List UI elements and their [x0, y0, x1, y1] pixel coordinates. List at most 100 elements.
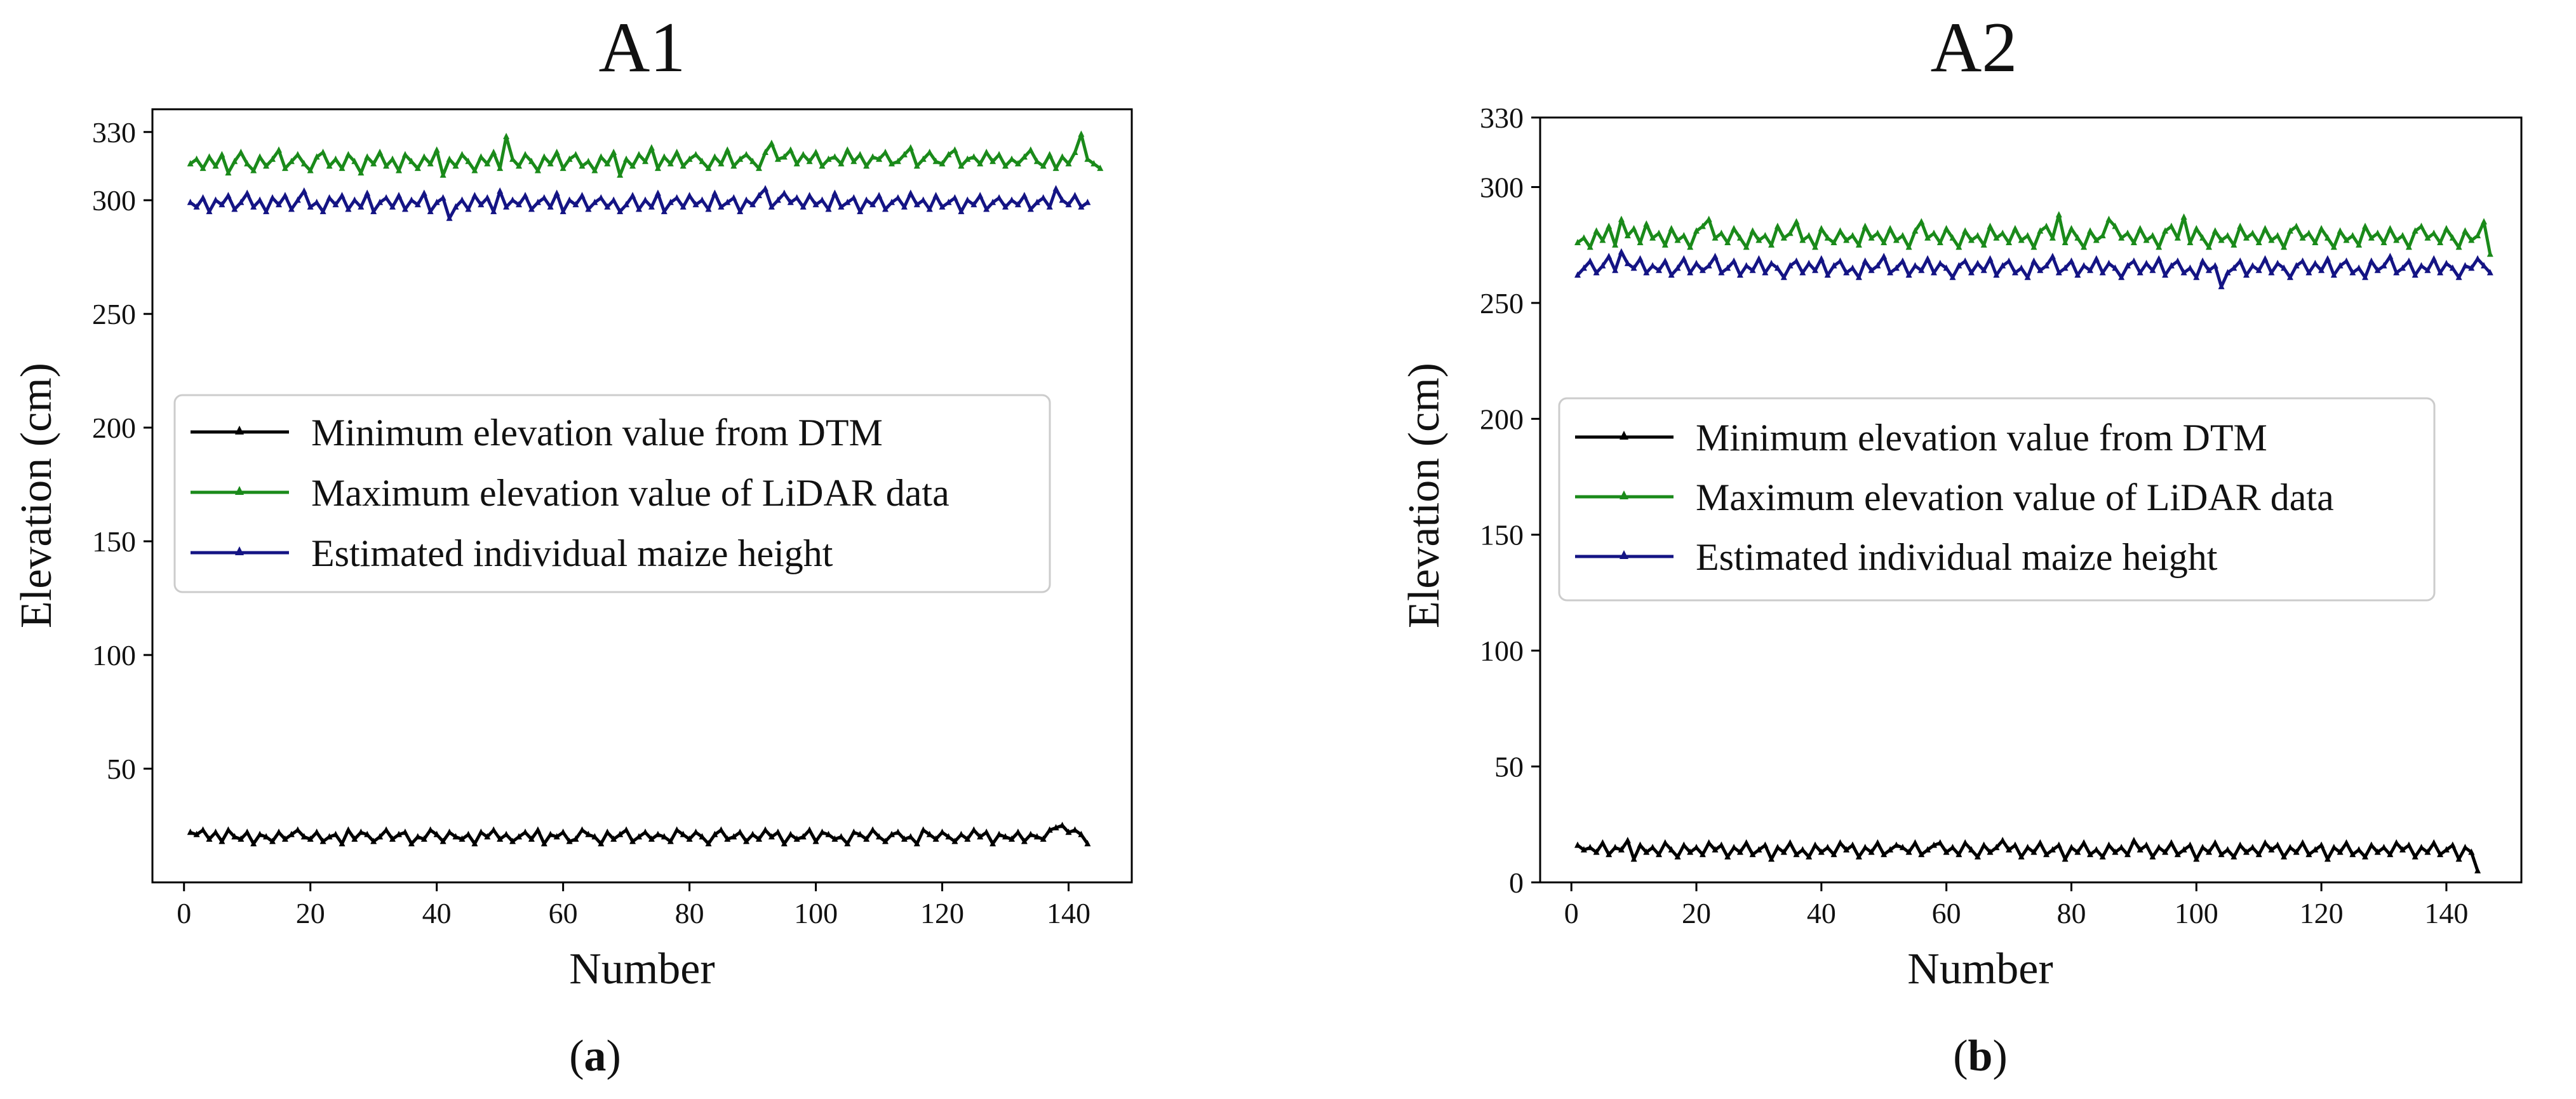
data-point	[1824, 271, 1831, 278]
data-point	[2424, 266, 2431, 273]
data-point	[1768, 241, 1775, 248]
data-point	[1705, 262, 1712, 269]
data-point	[1887, 269, 1894, 276]
data-point	[2143, 259, 2150, 266]
data-point	[711, 189, 718, 196]
data-point	[2043, 222, 2050, 229]
data-point	[2380, 262, 2387, 269]
data-point	[218, 201, 225, 208]
data-point	[2118, 234, 2125, 241]
legend-box	[173, 394, 1051, 593]
data-point	[2093, 236, 2100, 243]
data-point	[774, 196, 781, 203]
data-point	[225, 826, 232, 833]
data-point	[1806, 259, 1813, 266]
data-point	[642, 196, 648, 203]
data-point	[2293, 262, 2300, 269]
chart-title: A1	[599, 8, 686, 87]
data-point	[1968, 236, 1975, 243]
data-point	[2255, 239, 2262, 245]
data-point	[2462, 262, 2469, 269]
data-point	[339, 840, 345, 847]
data-point	[838, 203, 845, 210]
data-point	[901, 835, 908, 842]
data-point	[889, 830, 895, 837]
data-point	[263, 208, 270, 215]
data-point	[2474, 255, 2481, 262]
data-point	[2262, 225, 2269, 232]
data-point	[2049, 252, 2056, 259]
data-point	[787, 830, 794, 837]
data-point	[1787, 262, 1794, 269]
series-group	[187, 130, 1104, 847]
data-point	[2299, 839, 2306, 846]
data-point	[276, 146, 282, 153]
data-point	[471, 192, 478, 198]
data-point	[1580, 264, 1587, 271]
data-point	[326, 833, 333, 840]
data-point	[781, 153, 788, 160]
data-point	[1046, 203, 1053, 210]
data-point	[800, 833, 807, 840]
data-point	[1999, 837, 2006, 844]
data-point	[983, 149, 990, 155]
data-point	[2343, 236, 2350, 243]
data-point	[1680, 232, 1687, 239]
legend: Minimum elevation value from DTM Maximum…	[1558, 397, 2436, 602]
data-point	[2055, 841, 2062, 848]
data-point	[1918, 218, 1925, 225]
data-point	[1661, 257, 1668, 264]
data-point	[1078, 203, 1085, 210]
data-point	[389, 203, 396, 210]
data-point	[1052, 824, 1059, 831]
data-point	[2011, 269, 2018, 276]
data-point	[598, 153, 605, 160]
legend-marker-max-lidar	[1620, 490, 1628, 499]
data-point	[446, 155, 453, 162]
data-point	[1014, 201, 1021, 208]
data-point	[1999, 262, 2006, 269]
data-point	[2099, 853, 2106, 860]
data-point	[926, 830, 933, 837]
data-point	[711, 830, 718, 837]
data-point	[490, 149, 497, 155]
data-point	[2393, 269, 2400, 276]
data-point	[1059, 153, 1066, 160]
data-point	[958, 208, 965, 215]
data-point	[1593, 227, 1600, 234]
data-point	[730, 194, 737, 201]
data-point	[459, 151, 466, 158]
data-point	[2081, 262, 2088, 269]
data-point	[1774, 844, 1781, 851]
data-point	[370, 159, 377, 166]
data-point	[623, 826, 630, 833]
data-point	[1999, 229, 2006, 236]
data-point	[1824, 844, 1831, 851]
data-point	[199, 194, 206, 201]
data-point	[1656, 266, 1662, 273]
data-point	[2081, 243, 2088, 250]
x-tick-label: 20	[296, 897, 325, 929]
data-point	[2437, 239, 2444, 245]
x-tick-label: 0	[1564, 897, 1579, 929]
data-point	[1755, 846, 1762, 853]
data-point	[2468, 848, 2475, 855]
data-point	[313, 198, 320, 205]
data-point	[2324, 234, 2331, 241]
series-group	[1574, 211, 2493, 873]
data-point	[300, 159, 307, 166]
data-point	[932, 835, 939, 842]
data-point	[516, 162, 522, 169]
data-point	[762, 149, 768, 155]
data-point	[699, 833, 706, 840]
data-point	[913, 840, 920, 847]
data-point	[2011, 841, 2018, 848]
data-point	[831, 189, 838, 196]
data-point	[1955, 243, 1962, 250]
data-point	[2062, 855, 2069, 862]
data-point	[2380, 239, 2387, 245]
data-point	[281, 165, 288, 172]
data-point	[1931, 841, 1937, 848]
data-point	[319, 837, 326, 844]
data-point	[812, 837, 819, 844]
